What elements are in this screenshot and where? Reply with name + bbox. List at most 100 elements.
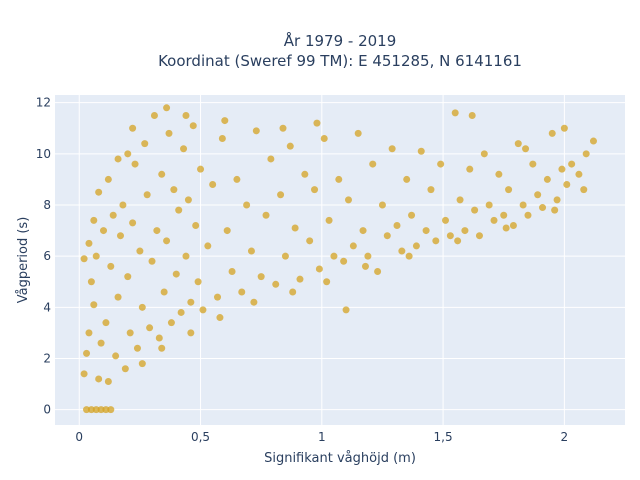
- data-point: [466, 165, 474, 173]
- data-point: [165, 129, 173, 137]
- data-point: [138, 303, 146, 311]
- data-point: [218, 134, 226, 142]
- data-point: [289, 288, 297, 296]
- data-point: [427, 186, 435, 194]
- data-point: [209, 181, 217, 189]
- chart-title-line1: År 1979 - 2019: [284, 31, 397, 50]
- y-tick-label: 8: [43, 198, 51, 212]
- data-point: [121, 365, 129, 373]
- data-point: [243, 201, 251, 209]
- x-tick-label: 0,5: [191, 430, 210, 444]
- data-point: [131, 160, 139, 168]
- data-point: [133, 344, 141, 352]
- data-point: [349, 242, 357, 250]
- data-point: [519, 201, 527, 209]
- data-point: [320, 134, 328, 142]
- x-tick-label: 2: [561, 430, 569, 444]
- data-point: [148, 257, 156, 265]
- data-point: [568, 160, 576, 168]
- data-point: [136, 247, 144, 255]
- data-point: [461, 227, 469, 235]
- data-point: [412, 242, 420, 250]
- data-point: [197, 165, 205, 173]
- data-point: [172, 270, 180, 278]
- data-point: [548, 129, 556, 137]
- data-point: [451, 109, 459, 117]
- data-point: [163, 104, 171, 112]
- data-point: [194, 278, 202, 286]
- data-point: [403, 175, 411, 183]
- data-point: [534, 191, 542, 199]
- data-point: [87, 278, 95, 286]
- data-point: [422, 227, 430, 235]
- data-point: [456, 196, 464, 204]
- data-point: [495, 170, 503, 178]
- data-point: [107, 262, 115, 270]
- data-point: [150, 111, 158, 119]
- data-point: [524, 211, 532, 219]
- data-point: [187, 298, 195, 306]
- data-point: [369, 160, 377, 168]
- data-point: [83, 406, 91, 414]
- data-points: [80, 104, 597, 414]
- data-point: [90, 301, 98, 309]
- data-point: [291, 224, 299, 232]
- data-point: [342, 306, 350, 314]
- data-point: [582, 150, 590, 158]
- data-point: [153, 227, 161, 235]
- data-point: [85, 329, 93, 337]
- data-point: [80, 370, 88, 378]
- data-point: [500, 211, 508, 219]
- data-point: [158, 344, 166, 352]
- data-point: [184, 196, 192, 204]
- data-point: [167, 319, 175, 327]
- data-point: [330, 252, 338, 260]
- y-axis-label: Vågperiod (s): [16, 217, 31, 304]
- data-point: [490, 216, 498, 224]
- data-point: [551, 206, 559, 214]
- data-point: [296, 275, 304, 283]
- data-point: [454, 237, 462, 245]
- data-point: [175, 206, 183, 214]
- data-point: [257, 273, 265, 281]
- x-axis-ticks: 0 0,5 1 1,5 2: [75, 430, 568, 444]
- data-point: [354, 129, 362, 137]
- data-point: [97, 406, 105, 414]
- data-point: [141, 140, 149, 148]
- data-point: [563, 181, 571, 189]
- y-tick-label: 6: [43, 249, 51, 263]
- data-point: [109, 211, 117, 219]
- data-point: [560, 124, 568, 132]
- plot-area: [55, 95, 625, 425]
- y-tick-label: 10: [36, 147, 51, 161]
- data-point: [163, 237, 171, 245]
- data-point: [182, 111, 190, 119]
- data-point: [114, 155, 122, 163]
- data-point: [286, 142, 294, 150]
- data-point: [119, 201, 127, 209]
- y-axis-ticks: 0 2 4 6 8 10 12: [36, 96, 51, 417]
- data-point: [189, 122, 197, 130]
- data-point: [160, 288, 168, 296]
- y-tick-label: 12: [36, 96, 51, 110]
- data-point: [177, 308, 185, 316]
- data-point: [233, 175, 241, 183]
- data-point: [187, 329, 195, 337]
- data-point: [83, 349, 91, 357]
- data-point: [107, 406, 115, 414]
- data-point: [315, 265, 323, 273]
- data-point: [281, 252, 289, 260]
- data-point: [143, 191, 151, 199]
- data-point: [228, 268, 236, 276]
- x-tick-label: 1,5: [434, 430, 453, 444]
- data-point: [480, 150, 488, 158]
- data-point: [378, 201, 386, 209]
- data-point: [216, 314, 224, 322]
- data-point: [432, 237, 440, 245]
- data-point: [398, 247, 406, 255]
- data-point: [543, 175, 551, 183]
- data-point: [129, 219, 137, 227]
- data-point: [502, 224, 510, 232]
- data-point: [580, 186, 588, 194]
